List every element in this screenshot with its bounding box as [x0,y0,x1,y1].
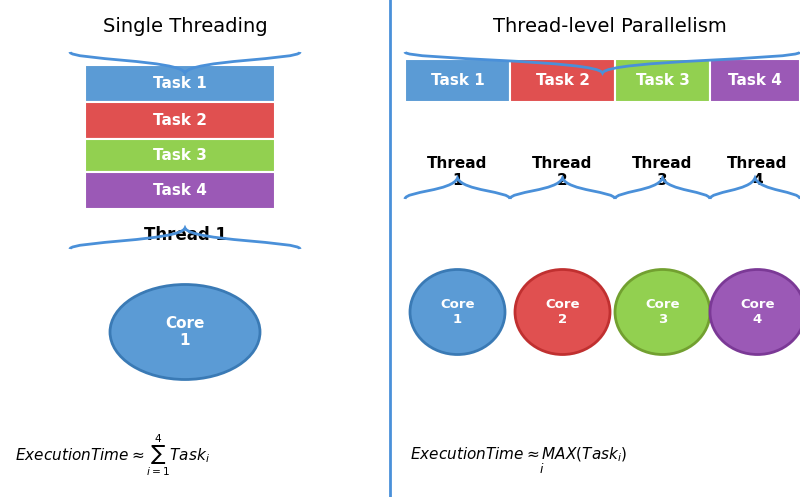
Text: Thread
2: Thread 2 [532,156,593,188]
Text: Thread
4: Thread 4 [727,156,788,188]
Text: $\mathit{ExecutionTime} \approx \mathit{MAX}\left(\mathit{Task}_i\right)$: $\mathit{ExecutionTime} \approx \mathit{… [410,446,627,464]
Text: Core
2: Core 2 [546,298,580,326]
Text: Task 1: Task 1 [153,76,207,91]
Ellipse shape [515,269,610,354]
FancyBboxPatch shape [85,102,275,139]
FancyBboxPatch shape [85,65,275,102]
Text: Thread
3: Thread 3 [632,156,693,188]
FancyBboxPatch shape [510,59,615,102]
FancyBboxPatch shape [85,139,275,172]
Text: Thread 1: Thread 1 [143,226,226,244]
Text: Core
3: Core 3 [646,298,680,326]
Ellipse shape [110,284,260,380]
FancyBboxPatch shape [615,59,710,102]
Text: Task 3: Task 3 [153,148,207,163]
Text: Thread
1: Thread 1 [427,156,488,188]
Ellipse shape [710,269,800,354]
Ellipse shape [615,269,710,354]
Text: Core
4: Core 4 [740,298,774,326]
Text: Core
1: Core 1 [440,298,474,326]
Ellipse shape [410,269,505,354]
Text: Thread-level Parallelism: Thread-level Parallelism [493,17,727,36]
Text: Single Threading: Single Threading [102,17,267,36]
Text: $i$: $i$ [539,462,545,476]
Text: Core
1: Core 1 [166,316,205,348]
FancyBboxPatch shape [405,59,510,102]
Text: $\mathit{ExecutionTime} \approx \sum_{i=1}^{4} \mathit{Task}_i$: $\mathit{ExecutionTime} \approx \sum_{i=… [15,432,210,478]
Text: Task 4: Task 4 [153,183,207,198]
Text: Task 4: Task 4 [728,73,782,88]
Text: Task 2: Task 2 [535,73,590,88]
FancyBboxPatch shape [85,172,275,209]
Text: Task 3: Task 3 [635,73,690,88]
Text: Task 2: Task 2 [153,113,207,128]
FancyBboxPatch shape [710,59,800,102]
Text: Task 1: Task 1 [430,73,484,88]
